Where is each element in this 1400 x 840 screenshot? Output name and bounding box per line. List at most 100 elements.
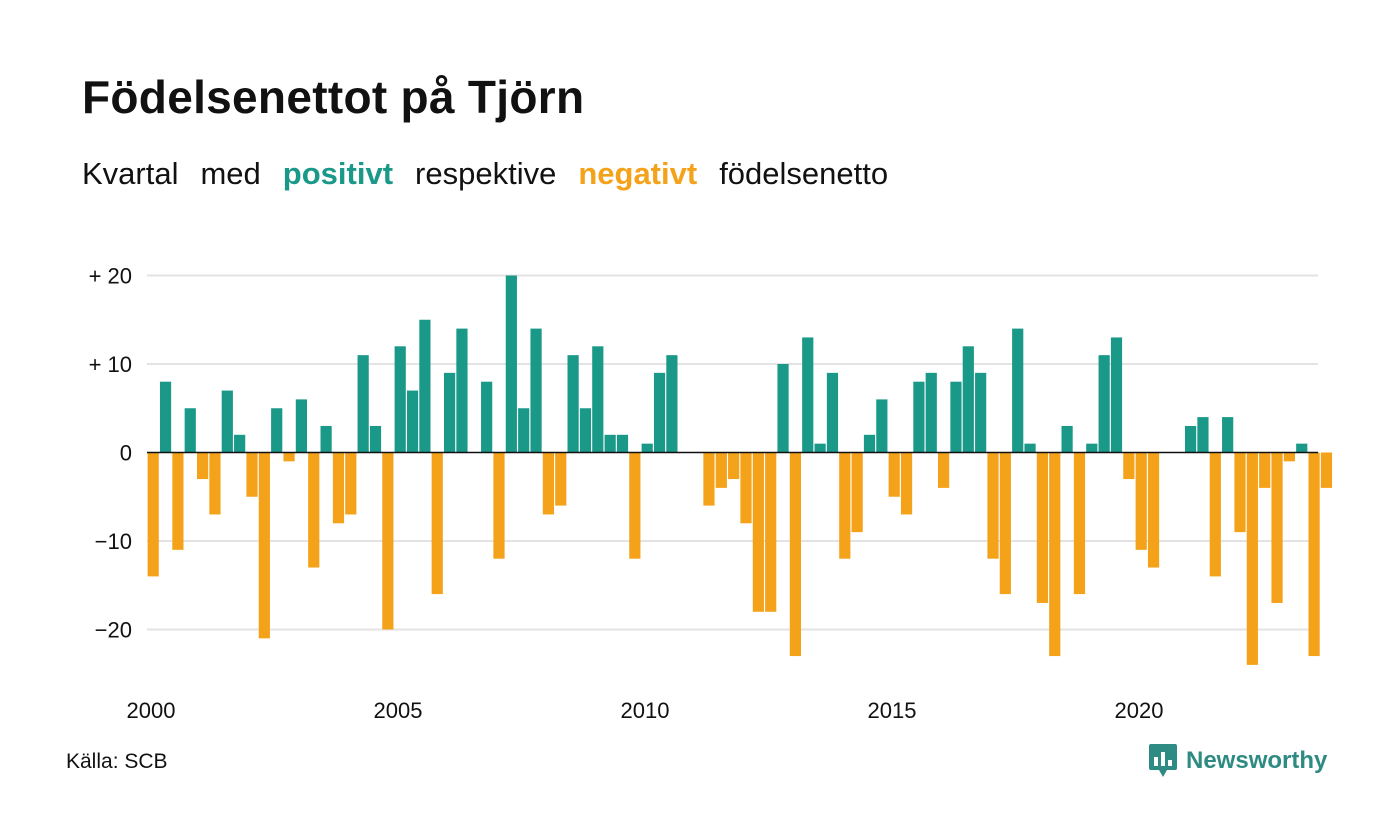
bar [592,346,604,453]
bar [234,434,246,453]
bar [851,452,863,533]
y-tick-label: + 10 [89,352,132,377]
bar [1246,452,1258,665]
bar [1073,452,1086,595]
subtitle-word: respektive [415,156,557,191]
bar [913,381,925,453]
y-tick-label: 0 [120,441,132,466]
y-tick-label: −10 [95,529,132,554]
bar [789,452,801,657]
bar [357,355,369,453]
bar [382,452,394,630]
bar-chart: + 20 + 10 0 −10 −20 2000 2005 2010 2015 2020 [89,264,1333,723]
bar [1123,452,1135,480]
bar [1283,452,1295,462]
bar [777,364,789,453]
bar [802,337,814,453]
subtitle-word: födelsenetto [719,156,889,191]
bar [431,452,443,595]
bar [555,452,567,506]
bar [1234,452,1246,533]
bar [295,399,307,453]
bar [320,425,332,453]
bar [653,372,666,453]
bar [444,372,456,453]
bar [197,452,209,480]
bar [518,408,530,453]
chart-title: Födelsenettot på Tjörn [82,71,585,123]
bar [258,452,270,639]
subtitle-negative-label: negativt [578,156,698,191]
y-tick-label: −20 [95,618,132,643]
logo-text: Newsworthy [1186,747,1328,774]
bar [419,319,431,453]
x-tick-label: 2020 [1115,698,1164,723]
bar [740,452,752,524]
bar [369,425,382,453]
bar [1185,425,1197,453]
chart-bubble-icon [1149,744,1177,777]
bar [184,408,196,453]
bar [283,452,295,462]
bar [1135,452,1147,550]
bar [703,452,715,506]
bar [147,452,159,577]
bar [567,355,579,453]
subtitle-positive-label: positivt [282,156,394,191]
bar [1308,452,1320,657]
newsworthy-logo: Newsworthy [1148,742,1327,780]
bar [1296,443,1308,453]
bar [1086,443,1098,453]
bar [962,346,974,453]
bar [481,381,493,453]
bar [616,434,629,453]
bar [950,381,962,453]
bar [159,381,172,453]
bar [542,452,554,515]
bar [1098,355,1110,453]
bar [332,452,345,524]
bar [209,452,221,515]
bar [406,390,419,453]
bar [666,355,678,453]
bar [1061,425,1073,453]
bar [728,452,740,480]
bar [876,399,888,453]
bar [1012,328,1024,453]
bar [1222,417,1234,453]
subtitle-word: Kvartal [82,156,179,191]
bar [1320,452,1333,488]
bar [221,390,233,453]
chart-subtitle: Kvartal med positivt respektive negativt föde… [82,156,910,192]
bar [172,452,184,550]
bar [814,443,826,453]
bar [271,408,283,453]
bar [394,346,406,453]
x-tick-label: 2000 [127,698,176,723]
bar [938,452,950,488]
bar [530,328,542,453]
bar [999,452,1011,595]
bar [1271,452,1283,603]
bar [629,452,641,559]
bar [604,434,616,453]
bar [839,452,851,559]
bar [641,443,653,453]
bar [1049,452,1061,657]
bar [1024,443,1036,453]
bar [975,372,987,453]
bar [715,452,727,488]
bar [1147,452,1160,568]
bar [456,328,468,453]
bar [493,452,505,559]
bar [1036,452,1048,603]
bar [765,452,777,612]
bar [345,452,357,515]
bar [505,275,517,453]
bar [987,452,999,559]
bar [752,452,764,612]
bar [1209,452,1221,577]
bar [826,372,839,453]
y-tick-label: + 20 [89,264,132,289]
bar [1197,417,1209,453]
